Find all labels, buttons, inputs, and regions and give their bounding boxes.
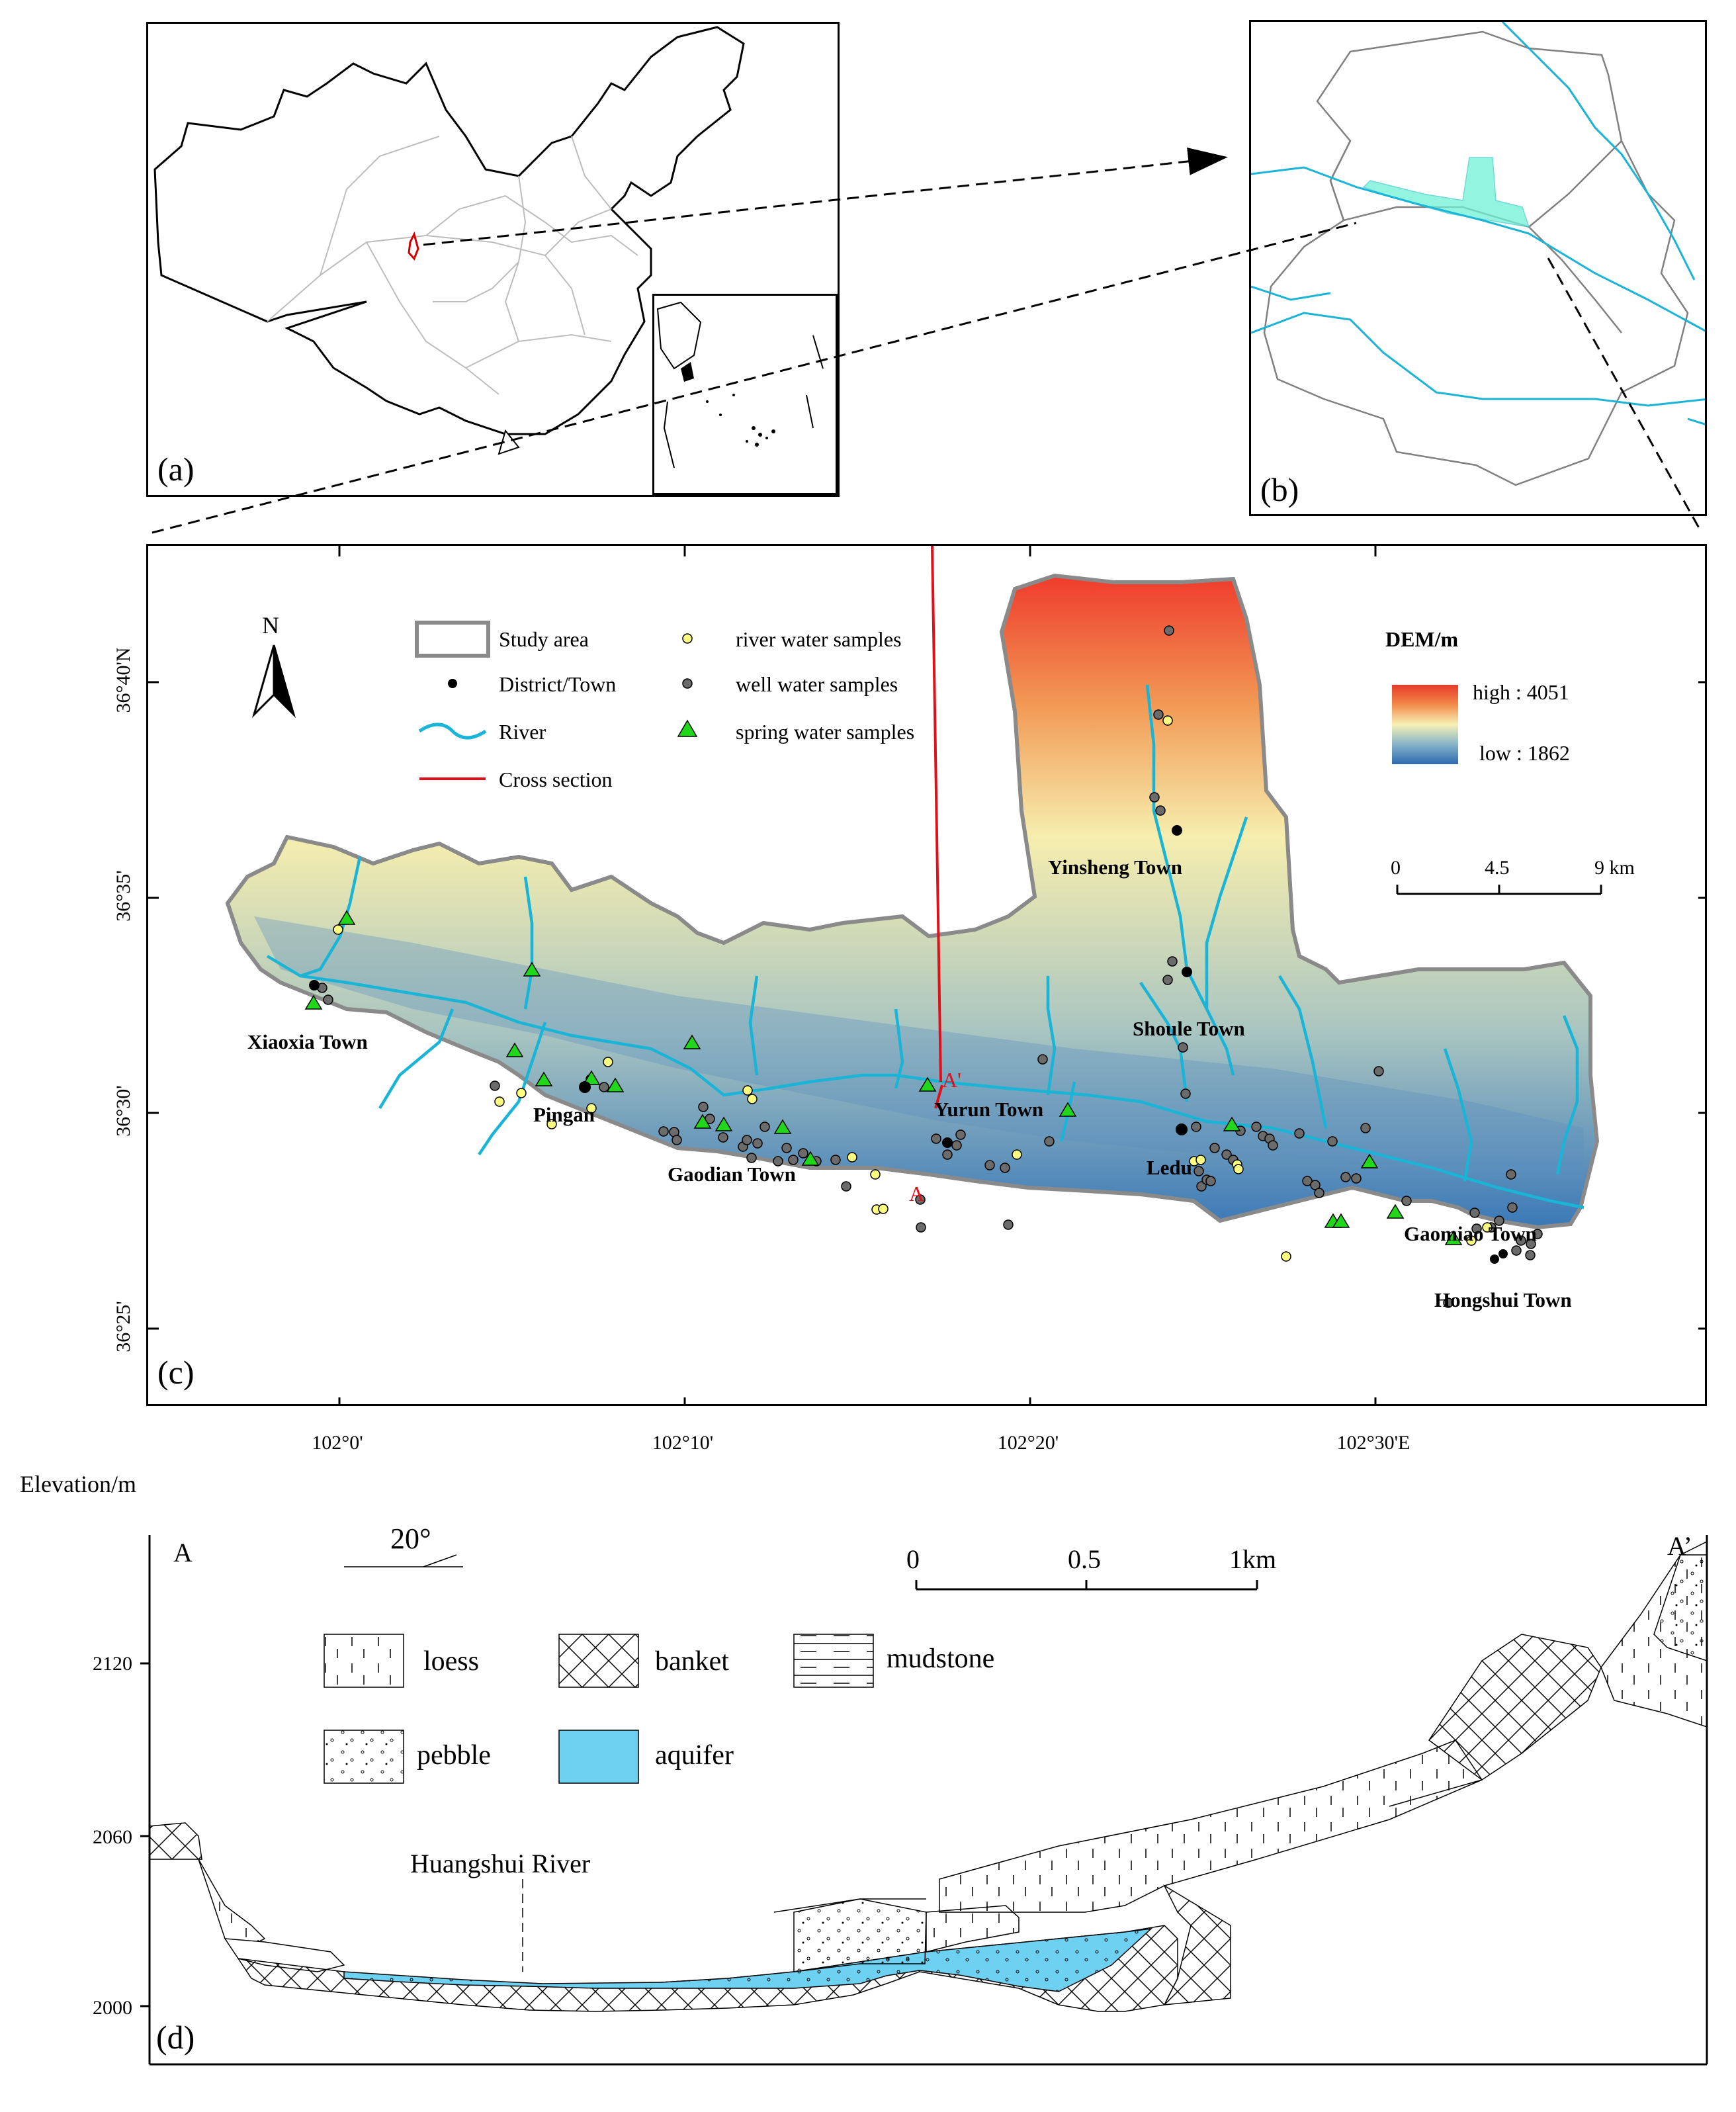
panel-b: (b): [1249, 20, 1707, 516]
panel-d-label: (d): [156, 2019, 195, 2056]
study-area: [225, 573, 1600, 1230]
legend-river-sample-swatch: [682, 633, 693, 644]
town-yurun: Yurun Town: [934, 1098, 1043, 1121]
spring-samples: [304, 910, 1463, 1245]
panel-b-label: (b): [1260, 471, 1299, 508]
scale-1: 4.5: [1485, 857, 1510, 879]
lithology-legend: loess banket mudstone pebble aquifer: [324, 1634, 994, 1784]
dem-colorbar: [1392, 685, 1458, 764]
map-legend: Study area District/Town River Cross sec…: [415, 621, 914, 791]
town-pingan: Pingan: [533, 1103, 595, 1126]
lat-tick-3: 36°30': [112, 1085, 134, 1136]
section-scale-bar: 0 0.5 1km: [906, 1544, 1276, 1591]
ytick-2120: 2120: [93, 1653, 132, 1675]
panel-c: Xiaoxia Town Pingan Gaodian Town Yurun T…: [146, 544, 1707, 1406]
legend-river-samples: river water samples: [736, 627, 902, 651]
town-shoule: Shoule Town: [1133, 1017, 1245, 1040]
legend-town-swatch: [448, 679, 457, 688]
province-map: (b): [1251, 22, 1705, 508]
panel-a-label: (a): [157, 451, 195, 488]
legend-spring-samples: spring water samples: [736, 720, 914, 744]
scale-2: 9 km: [1594, 857, 1635, 879]
elevation-label: Elevation/m: [20, 1471, 136, 1497]
cross-section-panel: Elevation/m 2120 2060 2000 A A’ 20° 0 0.…: [20, 1471, 1708, 2066]
longitude-labels: 102°0' 102°10' 102°20' 102°30'E: [312, 1432, 1410, 1454]
south-china-sea-inset: [652, 294, 838, 495]
legend-banket: banket: [655, 1646, 729, 1677]
cross-section-line: [931, 546, 942, 1082]
legend-river: River: [499, 720, 546, 744]
dip-angle: 20°: [390, 1522, 431, 1555]
legend-mudstone: mudstone: [887, 1644, 994, 1674]
river-label: Huangshui River: [410, 1849, 590, 1878]
town-hongshui: Hongshui Town: [1434, 1288, 1572, 1311]
legend-well-sample-swatch: [682, 678, 693, 689]
legend-cross-section: Cross section: [499, 768, 613, 791]
ytick-2060: 2060: [93, 1826, 132, 1848]
dip-symbol: 20°: [344, 1522, 463, 1567]
lon-tick-1: 102°0': [312, 1432, 363, 1454]
panel-a: (a): [146, 22, 840, 497]
town-points: [309, 825, 1508, 1264]
dem-title: DEM/m: [1385, 627, 1459, 651]
lon-tick-2: 102°10': [652, 1432, 713, 1454]
panel-c-label: (c): [157, 1354, 195, 1391]
legend-study-area-swatch: [415, 621, 490, 658]
geologic-profile: [149, 1540, 1708, 2012]
ytick-2000: 2000: [93, 1997, 132, 2019]
legend-study-area: Study area: [499, 627, 589, 651]
legend-pebble: pebble: [417, 1740, 491, 1771]
legend-river-swatch: [418, 723, 487, 740]
section-end-a: A: [173, 1538, 193, 1567]
town-gaodian: Gaodian Town: [668, 1163, 796, 1186]
legend-district-town: District/Town: [499, 672, 616, 696]
dem-map: Xiaoxia Town Pingan Gaodian Town Yurun T…: [148, 546, 1705, 1404]
river-samples: [333, 715, 1493, 1262]
section-label-a-prime: A': [942, 1068, 961, 1092]
lon-tick-3: 102°20': [998, 1432, 1059, 1454]
legend-aquifer: aquifer: [655, 1740, 734, 1771]
rivers: [266, 684, 1584, 1210]
dem-high: high : 4051: [1473, 680, 1569, 704]
dem-low: low : 1862: [1479, 741, 1570, 765]
legend-loess: loess: [423, 1646, 479, 1677]
town-ledu: Ledu: [1147, 1156, 1192, 1179]
sscale-1: 0.5: [1068, 1544, 1101, 1574]
dem-legend: DEM/m high : 4051 low : 1862: [1385, 627, 1570, 765]
china-map: (a): [153, 26, 745, 488]
legend-well-samples: well water samples: [736, 672, 898, 696]
lat-tick-1: 36°40'N: [112, 647, 134, 713]
town-gaomiao: Gaomiao Town: [1404, 1222, 1537, 1245]
sscale-0: 0: [906, 1544, 920, 1574]
sscale-2: 1km: [1229, 1544, 1276, 1574]
latitude-labels: 36°40'N 36°35' 36°30' 36°25': [112, 647, 134, 1352]
lon-tick-4: 102°30'E: [1337, 1432, 1410, 1454]
town-xiaoxia: Xiaoxia Town: [247, 1030, 368, 1053]
north-arrow-icon: [251, 644, 296, 719]
scale-0: 0: [1391, 857, 1401, 879]
town-yinsheng: Yinsheng Town: [1048, 856, 1182, 879]
well-samples: [317, 625, 1543, 1308]
map-scale-bar: 0 4.5 9 km: [1391, 857, 1635, 895]
section-label-a: A: [909, 1182, 924, 1206]
legend-spring-sample-swatch: [677, 719, 698, 737]
lat-tick-4: 36°25': [112, 1301, 134, 1352]
north-label: N: [262, 612, 279, 638]
lat-tick-2: 36°35': [112, 870, 134, 921]
